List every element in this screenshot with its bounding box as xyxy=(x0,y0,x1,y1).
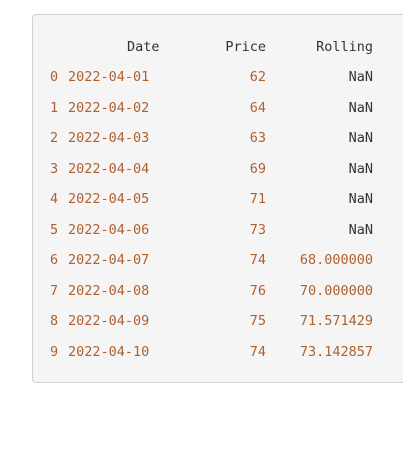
column-header-price: Price xyxy=(225,39,266,55)
rolling-cell: NaN xyxy=(348,69,373,85)
rolling-cell: NaN xyxy=(348,191,373,207)
date-cell: 2022-04-09 xyxy=(68,313,150,329)
rolling-cell: 73.142857 xyxy=(299,344,373,360)
price-cell: 63 xyxy=(249,130,266,146)
price-cell: 76 xyxy=(249,283,266,299)
price-cell: 75 xyxy=(249,313,266,329)
rolling-cell: NaN xyxy=(348,100,373,116)
date-cell: 2022-04-10 xyxy=(68,344,150,360)
row-index: 2 xyxy=(50,130,59,146)
rolling-cell: 70.000000 xyxy=(299,283,373,299)
table-row: 5 2022-04-06 73 NaN xyxy=(33,220,403,240)
table-row: 3 2022-04-04 69 NaN xyxy=(33,159,403,179)
date-cell: 2022-04-01 xyxy=(68,69,150,85)
rolling-cell: NaN xyxy=(348,222,373,238)
rolling-cell: 71.571429 xyxy=(299,313,373,329)
row-index: 4 xyxy=(50,191,59,207)
price-cell: 69 xyxy=(249,161,266,177)
row-index: 7 xyxy=(50,283,59,299)
row-index: 8 xyxy=(50,313,59,329)
table-row: 2 2022-04-03 63 NaN xyxy=(33,128,403,148)
table-row: 6 2022-04-07 74 68.000000 xyxy=(33,250,403,270)
row-index: 5 xyxy=(50,222,59,238)
table-row: 7 2022-04-08 76 70.000000 xyxy=(33,281,403,301)
row-index: 3 xyxy=(50,161,59,177)
date-cell: 2022-04-06 xyxy=(68,222,150,238)
column-header-date: Date xyxy=(127,39,160,55)
date-cell: 2022-04-02 xyxy=(68,100,150,116)
price-cell: 73 xyxy=(249,222,266,238)
date-cell: 2022-04-05 xyxy=(68,191,150,207)
table-row: 4 2022-04-05 71 NaN xyxy=(33,189,403,209)
date-cell: 2022-04-08 xyxy=(68,283,150,299)
row-index: 1 xyxy=(50,100,59,116)
dataframe-output-panel: Date Price Rolling 0 2022-04-01 62 NaN 1… xyxy=(32,14,403,383)
table-header-row: Date Price Rolling xyxy=(33,37,403,57)
table-row: 0 2022-04-01 62 NaN xyxy=(33,67,403,87)
price-cell: 71 xyxy=(249,191,266,207)
rolling-cell: 68.000000 xyxy=(299,252,373,268)
table-row: 8 2022-04-09 75 71.571429 xyxy=(33,311,403,331)
rolling-cell: NaN xyxy=(348,161,373,177)
table-row: 1 2022-04-02 64 NaN xyxy=(33,98,403,118)
row-index: 6 xyxy=(50,252,59,268)
price-cell: 62 xyxy=(249,69,266,85)
price-cell: 74 xyxy=(249,252,266,268)
date-cell: 2022-04-04 xyxy=(68,161,150,177)
rolling-cell: NaN xyxy=(348,130,373,146)
price-cell: 74 xyxy=(249,344,266,360)
price-cell: 64 xyxy=(249,100,266,116)
date-cell: 2022-04-03 xyxy=(68,130,150,146)
date-cell: 2022-04-07 xyxy=(68,252,150,268)
row-index: 9 xyxy=(50,344,59,360)
table-row: 9 2022-04-10 74 73.142857 xyxy=(33,342,403,362)
column-header-rolling: Rolling xyxy=(316,39,373,55)
row-index: 0 xyxy=(50,69,59,85)
